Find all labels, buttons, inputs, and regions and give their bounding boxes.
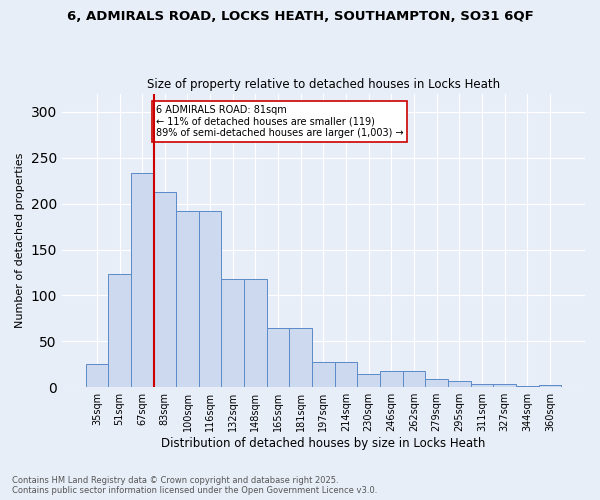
Text: Contains HM Land Registry data © Crown copyright and database right 2025.
Contai: Contains HM Land Registry data © Crown c…	[12, 476, 377, 495]
Bar	[108, 274, 131, 387]
Bar	[335, 362, 358, 387]
Bar	[176, 211, 199, 387]
Bar	[312, 362, 335, 387]
Bar	[131, 174, 154, 387]
Bar	[448, 381, 470, 387]
Bar	[470, 384, 493, 387]
Bar	[199, 211, 221, 387]
Bar	[221, 279, 244, 387]
Bar	[244, 279, 267, 387]
Title: Size of property relative to detached houses in Locks Heath: Size of property relative to detached ho…	[147, 78, 500, 91]
X-axis label: Distribution of detached houses by size in Locks Heath: Distribution of detached houses by size …	[161, 437, 485, 450]
Bar	[154, 192, 176, 387]
Bar	[289, 328, 312, 387]
Bar	[358, 374, 380, 387]
Bar	[425, 379, 448, 387]
Text: 6, ADMIRALS ROAD, LOCKS HEATH, SOUTHAMPTON, SO31 6QF: 6, ADMIRALS ROAD, LOCKS HEATH, SOUTHAMPT…	[67, 10, 533, 23]
Bar	[86, 364, 108, 387]
Y-axis label: Number of detached properties: Number of detached properties	[15, 152, 25, 328]
Bar	[516, 386, 539, 387]
Bar	[267, 328, 289, 387]
Text: 6 ADMIRALS ROAD: 81sqm
← 11% of detached houses are smaller (119)
89% of semi-de: 6 ADMIRALS ROAD: 81sqm ← 11% of detached…	[156, 104, 403, 138]
Bar	[403, 370, 425, 387]
Bar	[493, 384, 516, 387]
Bar	[380, 370, 403, 387]
Bar	[539, 386, 561, 387]
